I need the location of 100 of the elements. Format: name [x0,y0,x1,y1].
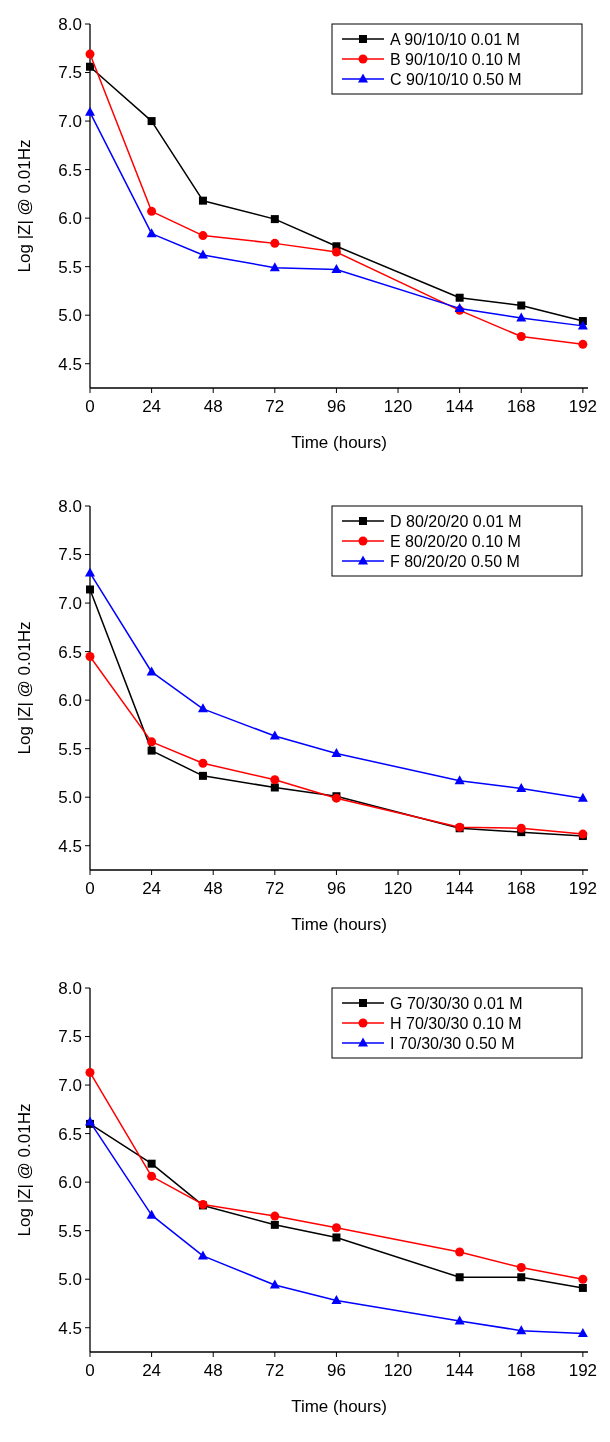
x-tick-label: 168 [507,879,536,898]
point [146,1209,157,1219]
x-tick-label: 96 [326,397,346,416]
x-tick-label: 24 [142,879,162,898]
point [270,775,280,785]
y-axis-title: Log |Z| @ 0.01Hz [15,621,34,755]
point [516,782,527,792]
x-tick-label: 144 [445,397,474,416]
point [332,1233,341,1242]
y-tick-label: 6.5 [58,160,82,180]
legend-label: H 70/30/30 0.10 M [390,1014,522,1032]
legend-label: B 90/10/10 0.10 M [390,50,521,68]
x-tick-label: 48 [203,879,223,898]
point [331,748,342,758]
point [86,62,94,71]
y-tick-label: 8.0 [58,496,82,516]
point [578,339,588,349]
point [197,703,208,713]
point [147,1159,156,1168]
point [331,247,341,257]
y-tick-label: 7.5 [58,1027,82,1047]
legend-label: E 80/20/20 0.10 M [390,532,521,550]
point [198,196,207,205]
point [577,1328,588,1338]
x-tick-label: 168 [507,1361,536,1380]
y-tick-label: 5.5 [58,1221,82,1241]
x-tick-label: 192 [568,879,598,898]
point [197,1250,208,1260]
x-tick-label: 144 [445,879,474,898]
y-tick-label: 5.5 [58,257,82,277]
point [516,1325,527,1335]
legend-label: D 80/20/20 0.01 M [390,512,522,530]
legend-label: C 90/10/10 0.50 M [390,70,522,88]
x-tick-label: 96 [326,1361,346,1380]
point [454,1315,465,1325]
legend-label: G 70/30/30 0.01 M [390,994,523,1012]
y-tick-label: 5.0 [58,788,82,808]
x-tick-label: 72 [265,1361,285,1380]
point [517,1273,526,1282]
x-axis-title: Time (hours) [291,915,387,934]
point [577,320,588,330]
x-tick-label: 0 [85,1361,95,1380]
point [147,737,157,747]
point [516,823,526,833]
point [198,231,208,241]
point [331,264,342,274]
point [270,1211,280,1221]
point [198,771,207,780]
y-tick-label: 6.0 [58,1173,82,1193]
y-tick-label: 8.0 [58,978,82,998]
y-tick-label: 5.5 [58,739,82,759]
point [516,1263,526,1273]
x-tick-label: 72 [265,879,285,898]
x-tick-label: 48 [203,1361,223,1380]
point [147,1171,157,1181]
y-tick-label: 6.5 [58,642,82,662]
point [269,1279,280,1289]
point [197,249,208,259]
legend-label: A 90/10/10 0.01 M [390,30,520,48]
x-tick-label: 192 [568,1361,598,1380]
point [516,312,527,322]
x-tick-label: 168 [507,397,536,416]
point [269,730,280,740]
point [270,215,279,224]
point [454,775,465,785]
y-tick-label: 4.5 [58,354,82,374]
point [578,1283,587,1292]
x-tick-label: 120 [383,397,413,416]
point [455,293,464,302]
x-tick-label: 0 [85,397,95,416]
point [455,1273,464,1282]
y-tick-label: 7.0 [58,1076,82,1096]
x-tick-label: 0 [85,879,95,898]
x-tick-label: 24 [142,1361,162,1380]
point [578,1274,588,1284]
point [198,758,208,768]
legend-label: F 80/20/20 0.50 M [390,552,520,570]
x-tick-label: 48 [203,397,223,416]
y-tick-label: 5.0 [58,306,82,326]
point [147,117,156,126]
x-tick-label: 96 [326,879,346,898]
point [85,49,95,59]
point [85,651,95,661]
point [85,106,95,116]
point [331,1223,341,1233]
x-tick-label: 120 [383,879,413,898]
point [517,301,526,310]
y-tick-label: 4.5 [58,1318,82,1338]
x-tick-label: 120 [383,1361,413,1380]
point [270,783,279,792]
x-tick-label: 24 [142,397,162,416]
y-tick-label: 4.5 [58,836,82,856]
y-tick-label: 7.5 [58,63,82,83]
y-axis-title: Log |Z| @ 0.01Hz [15,1103,34,1237]
y-tick-label: 7.0 [58,594,82,614]
point [147,746,156,755]
point [455,1247,465,1257]
point [516,332,526,342]
y-tick-label: 6.5 [58,1124,82,1144]
y-tick-label: 8.0 [58,14,82,34]
